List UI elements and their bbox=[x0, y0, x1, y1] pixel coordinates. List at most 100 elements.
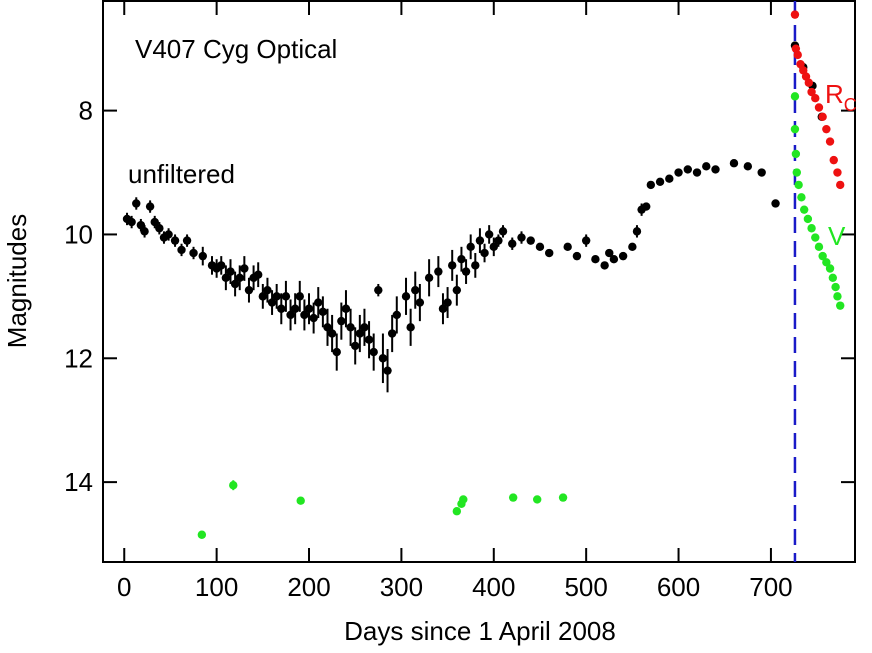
data-point bbox=[164, 230, 173, 239]
data-point bbox=[791, 149, 801, 159]
data-point bbox=[825, 137, 835, 146]
data-point bbox=[563, 242, 572, 252]
data-point bbox=[618, 251, 628, 261]
series-label-name: unfiltered bbox=[128, 159, 235, 189]
data-point bbox=[804, 78, 814, 87]
data-point bbox=[508, 493, 518, 502]
data-point bbox=[605, 248, 614, 258]
data-point bbox=[771, 199, 780, 208]
data-point bbox=[411, 285, 420, 295]
data-point bbox=[581, 236, 591, 245]
data-point bbox=[132, 199, 141, 208]
data-point bbox=[290, 304, 300, 313]
data-point bbox=[267, 298, 277, 307]
data-point bbox=[642, 202, 651, 211]
data-point bbox=[337, 316, 346, 326]
series-label: V bbox=[828, 221, 846, 251]
data-point bbox=[807, 87, 816, 97]
data-point bbox=[392, 310, 401, 320]
data-point bbox=[401, 292, 411, 301]
x-tick-label: 500 bbox=[564, 572, 607, 602]
data-point bbox=[811, 233, 820, 242]
chart-title: V407 Cyg Optical bbox=[135, 34, 337, 64]
data-point bbox=[127, 217, 136, 227]
data-point bbox=[517, 233, 526, 242]
data-point bbox=[591, 255, 600, 264]
data-point bbox=[406, 323, 415, 332]
data-point bbox=[295, 292, 304, 301]
data-point bbox=[799, 205, 809, 214]
series-label-name: V bbox=[828, 221, 846, 251]
data-point bbox=[341, 304, 351, 313]
data-point bbox=[277, 304, 286, 313]
data-point bbox=[818, 112, 827, 121]
series-label: unfiltered bbox=[128, 159, 235, 189]
data-point bbox=[296, 496, 305, 505]
data-point bbox=[281, 292, 291, 301]
data-point bbox=[230, 279, 240, 289]
data-point bbox=[309, 313, 318, 323]
data-point bbox=[498, 227, 508, 236]
data-point bbox=[822, 124, 831, 134]
data-point bbox=[609, 255, 619, 264]
data-point bbox=[526, 236, 535, 245]
data-point bbox=[833, 168, 842, 177]
data-point bbox=[235, 273, 244, 282]
data-point bbox=[452, 285, 462, 295]
data-point bbox=[494, 236, 503, 245]
data-point bbox=[711, 165, 720, 174]
data-point bbox=[198, 251, 207, 261]
data-point bbox=[729, 159, 739, 168]
data-point bbox=[831, 282, 840, 292]
data-point bbox=[332, 347, 341, 357]
data-point bbox=[628, 242, 637, 252]
data-point bbox=[459, 495, 468, 504]
data-point bbox=[674, 168, 683, 177]
data-point bbox=[383, 366, 392, 375]
series-label: RC bbox=[825, 79, 857, 115]
data-point bbox=[533, 495, 542, 504]
data-point bbox=[229, 481, 238, 490]
data-point bbox=[535, 242, 545, 252]
data-point bbox=[836, 301, 845, 310]
data-point bbox=[811, 94, 820, 103]
data-point bbox=[360, 323, 369, 332]
data-point bbox=[448, 261, 457, 270]
data-point bbox=[792, 168, 801, 177]
data-point bbox=[155, 224, 164, 233]
data-point bbox=[351, 341, 360, 351]
data-point bbox=[572, 251, 582, 261]
data-point bbox=[272, 292, 281, 301]
data-point bbox=[757, 168, 766, 177]
data-point bbox=[655, 177, 665, 187]
data-point bbox=[814, 242, 824, 252]
data-point bbox=[387, 329, 397, 338]
data-point bbox=[170, 236, 180, 245]
data-point bbox=[692, 168, 702, 177]
series-label-name: R bbox=[825, 79, 844, 109]
data-point bbox=[814, 103, 824, 112]
data-point bbox=[300, 310, 309, 320]
data-point bbox=[346, 323, 355, 332]
data-point bbox=[415, 298, 425, 307]
y-tick-label: 12 bbox=[64, 343, 93, 373]
data-point bbox=[177, 245, 186, 255]
data-point bbox=[258, 292, 268, 301]
x-tick-label: 0 bbox=[117, 572, 131, 602]
data-point bbox=[452, 507, 462, 516]
data-point bbox=[461, 267, 471, 276]
data-point bbox=[197, 530, 207, 539]
data-point bbox=[217, 261, 226, 270]
x-tick-label: 300 bbox=[380, 572, 423, 602]
data-point bbox=[508, 239, 517, 248]
data-point bbox=[600, 261, 609, 270]
data-point bbox=[665, 174, 674, 183]
y-tick-label: 8 bbox=[79, 96, 93, 126]
data-point bbox=[790, 10, 800, 19]
plot-frame bbox=[102, 0, 856, 563]
data-point bbox=[702, 162, 711, 171]
x-tick-label: 700 bbox=[749, 572, 792, 602]
data-point bbox=[318, 307, 328, 317]
data-point bbox=[480, 248, 489, 258]
data-point bbox=[790, 92, 800, 101]
